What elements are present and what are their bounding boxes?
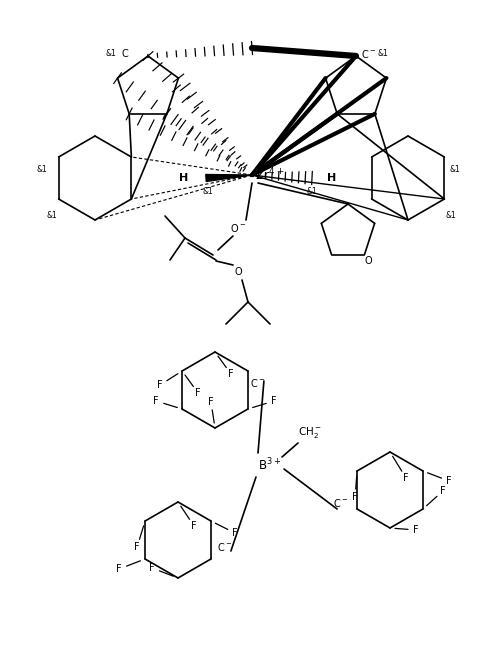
Text: &1: &1 [378,50,389,59]
Text: &1: &1 [105,50,116,59]
Text: O: O [234,267,242,277]
Text: F: F [403,473,409,483]
Text: H: H [179,173,189,183]
Text: &1: &1 [46,211,57,220]
Text: B$^{3+}$: B$^{3+}$ [258,456,281,473]
Text: O: O [365,256,372,265]
Text: F: F [446,476,452,486]
Text: CH$_2^-$: CH$_2^-$ [298,426,322,441]
Text: F: F [228,369,234,379]
Text: F: F [191,521,197,531]
Text: F: F [153,396,159,406]
Text: Zr$^{4+}$: Zr$^{4+}$ [255,167,284,183]
Text: F: F [157,380,163,390]
Text: C: C [121,49,128,59]
Text: &1: &1 [306,188,317,196]
Text: C$^-$: C$^-$ [333,497,349,509]
Text: F: F [116,564,122,574]
Text: F: F [134,542,140,552]
Text: &1: &1 [203,188,214,196]
Text: F: F [232,528,238,538]
Text: H: H [327,173,337,183]
Text: &1: &1 [450,166,461,175]
Text: C$^-$: C$^-$ [217,541,233,553]
Text: &1: &1 [36,166,47,175]
Text: F: F [208,397,214,407]
Text: O$^-$: O$^-$ [230,222,246,234]
Text: &1: &1 [446,211,457,220]
Text: F: F [195,388,201,398]
Text: F: F [440,486,446,496]
Text: C$^-$: C$^-$ [361,48,376,60]
Text: C$^-$: C$^-$ [250,377,265,389]
Text: F: F [352,492,358,502]
Polygon shape [206,175,252,181]
Text: F: F [149,563,155,573]
Text: F: F [271,396,277,406]
Text: F: F [413,525,419,535]
